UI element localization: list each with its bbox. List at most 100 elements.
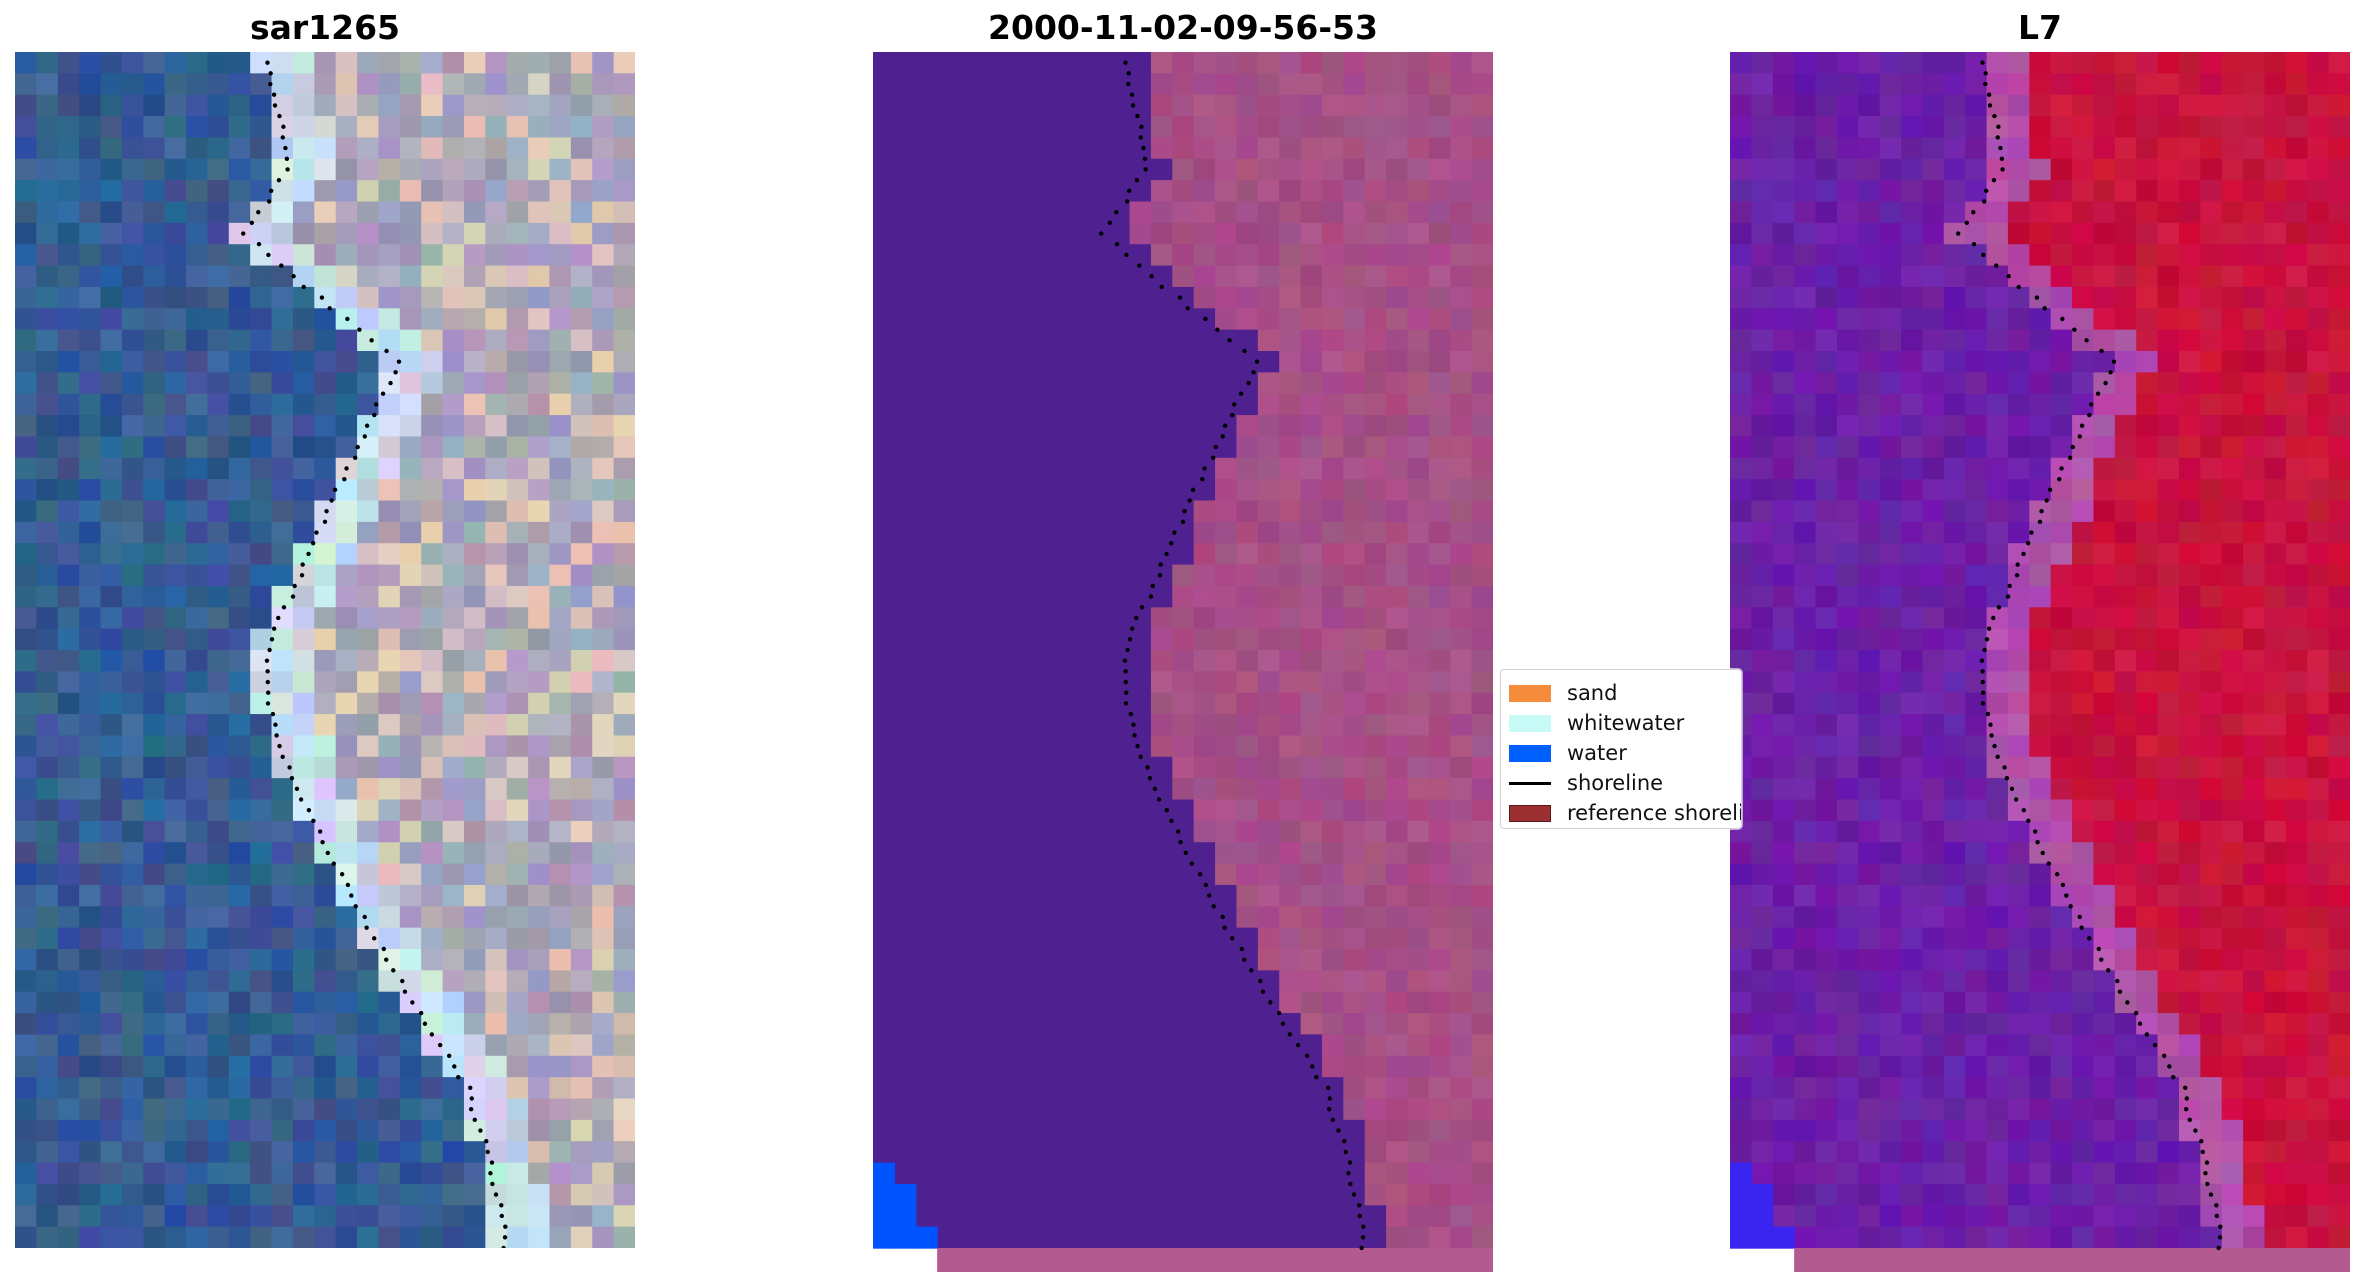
- classified-water-pixel: [1044, 820, 1067, 843]
- index-water-pixel: [1879, 650, 1902, 672]
- water-pixel: [164, 607, 187, 630]
- index-water-pixel: [1794, 351, 1817, 373]
- index-water-pixel: [1858, 372, 1881, 395]
- land-pixel: [463, 863, 486, 886]
- shoreline-point: [396, 359, 402, 364]
- classified-land-pixel: [1279, 479, 1302, 502]
- land-pixel: [570, 756, 593, 779]
- index-land-pixel: [2157, 671, 2180, 694]
- land-pixel: [549, 1013, 572, 1036]
- water-pixel: [186, 863, 209, 886]
- classified-water-pixel: [915, 585, 938, 608]
- index-water-pixel: [1965, 457, 1988, 480]
- classified-land-pixel: [1364, 735, 1387, 758]
- classified-water-pixel: [1001, 692, 1024, 715]
- water-pixel: [57, 585, 80, 608]
- water-pixel: [79, 1098, 102, 1121]
- water-pixel: [143, 137, 166, 160]
- water-pixel: [228, 884, 251, 907]
- index-water-pixel: [1965, 415, 1988, 438]
- classified-water-pixel: [894, 692, 917, 715]
- index-land-pixel: [2307, 628, 2330, 651]
- water-pixel: [271, 1205, 294, 1228]
- classified-water-pixel: [1108, 1162, 1131, 1185]
- land-pixel: [335, 650, 358, 672]
- classified-water-pixel: [958, 1034, 981, 1057]
- classified-land-pixel: [1343, 415, 1366, 438]
- land-pixel: [485, 521, 508, 544]
- classified-land-pixel: [1215, 201, 1238, 224]
- shoreline-point: [1357, 1213, 1362, 1219]
- index-land-pixel: [2007, 180, 2030, 203]
- index-land-pixel: [2072, 863, 2095, 886]
- index-land-pixel: [2328, 73, 2350, 96]
- classified-water-pixel: [1086, 799, 1109, 822]
- water-pixel: [15, 351, 37, 373]
- classified-water-pixel: [1065, 1119, 1088, 1142]
- classified-land-pixel: [1428, 1098, 1451, 1121]
- water-pixel: [271, 735, 294, 758]
- classified-water-pixel: [1193, 842, 1216, 865]
- classified-land-pixel: [1193, 244, 1216, 267]
- classified-water-pixel: [1108, 863, 1131, 886]
- water-pixel: [186, 201, 209, 224]
- classified-water-pixel: [937, 1077, 960, 1100]
- classified-land-pixel: [1407, 949, 1430, 971]
- classified-water-pixel: [873, 970, 895, 993]
- index-water-pixel: [2114, 1055, 2137, 1078]
- index-land-pixel: [2072, 222, 2095, 245]
- index-water-pixel: [1836, 628, 1859, 651]
- water-pixel: [15, 1183, 37, 1206]
- classified-water-pixel: [958, 201, 981, 224]
- classified-water-pixel: [979, 671, 1002, 694]
- index-land-pixel: [2221, 244, 2244, 267]
- water-pixel: [121, 94, 144, 117]
- index-land-pixel: [2114, 650, 2137, 672]
- water-pixel: [228, 1205, 251, 1228]
- classified-water-pixel: [1022, 393, 1045, 416]
- classified-water-pixel: [1129, 244, 1152, 267]
- water-pixel: [100, 351, 123, 373]
- shoreline-point: [265, 679, 271, 685]
- index-water-pixel: [2136, 1098, 2159, 1121]
- index-water-pixel: [1794, 52, 1817, 74]
- index-land-pixel: [2029, 158, 2052, 181]
- index-water-pixel: [2050, 1141, 2073, 1164]
- index-land-pixel: [2264, 73, 2287, 96]
- water-pixel: [164, 585, 187, 608]
- classified-water-pixel: [958, 1119, 981, 1142]
- classified-water-pixel: [1150, 585, 1173, 608]
- index-land-pixel: [2178, 52, 2201, 74]
- water-pixel: [271, 180, 294, 203]
- index-water-pixel: [1772, 970, 1795, 993]
- classified-water-pixel: [1236, 1077, 1259, 1100]
- classified-water-pixel: [979, 222, 1002, 245]
- land-pixel: [506, 372, 529, 395]
- index-land-pixel: [2050, 116, 2073, 139]
- index-land-pixel: [2243, 564, 2266, 587]
- index-land-pixel: [2136, 457, 2159, 480]
- land-pixel: [421, 73, 444, 96]
- classified-water-pixel: [979, 180, 1002, 203]
- classified-water-pixel: [1044, 585, 1067, 608]
- classified-land-pixel: [1428, 265, 1451, 288]
- classified-water-pixel: [958, 991, 981, 1014]
- index-water-pixel: [1794, 650, 1817, 672]
- index-land-pixel: [2157, 820, 2180, 843]
- classified-water-pixel: [1065, 500, 1088, 523]
- land-pixel: [314, 714, 337, 737]
- index-water-pixel: [2029, 372, 2052, 395]
- land-pixel: [442, 351, 465, 373]
- classified-water-pixel: [873, 201, 895, 224]
- index-land-pixel: [2243, 863, 2266, 886]
- water-pixel: [57, 949, 80, 971]
- water-pixel: [357, 991, 380, 1014]
- index-land-pixel: [2285, 927, 2308, 950]
- index-water-pixel: [1730, 286, 1752, 309]
- index-water-pixel: [1922, 286, 1945, 309]
- index-land-pixel: [2285, 970, 2308, 993]
- land-pixel: [549, 799, 572, 822]
- index-water-pixel: [1751, 863, 1774, 886]
- classified-land-pixel: [1279, 116, 1302, 139]
- water-pixel: [292, 415, 315, 438]
